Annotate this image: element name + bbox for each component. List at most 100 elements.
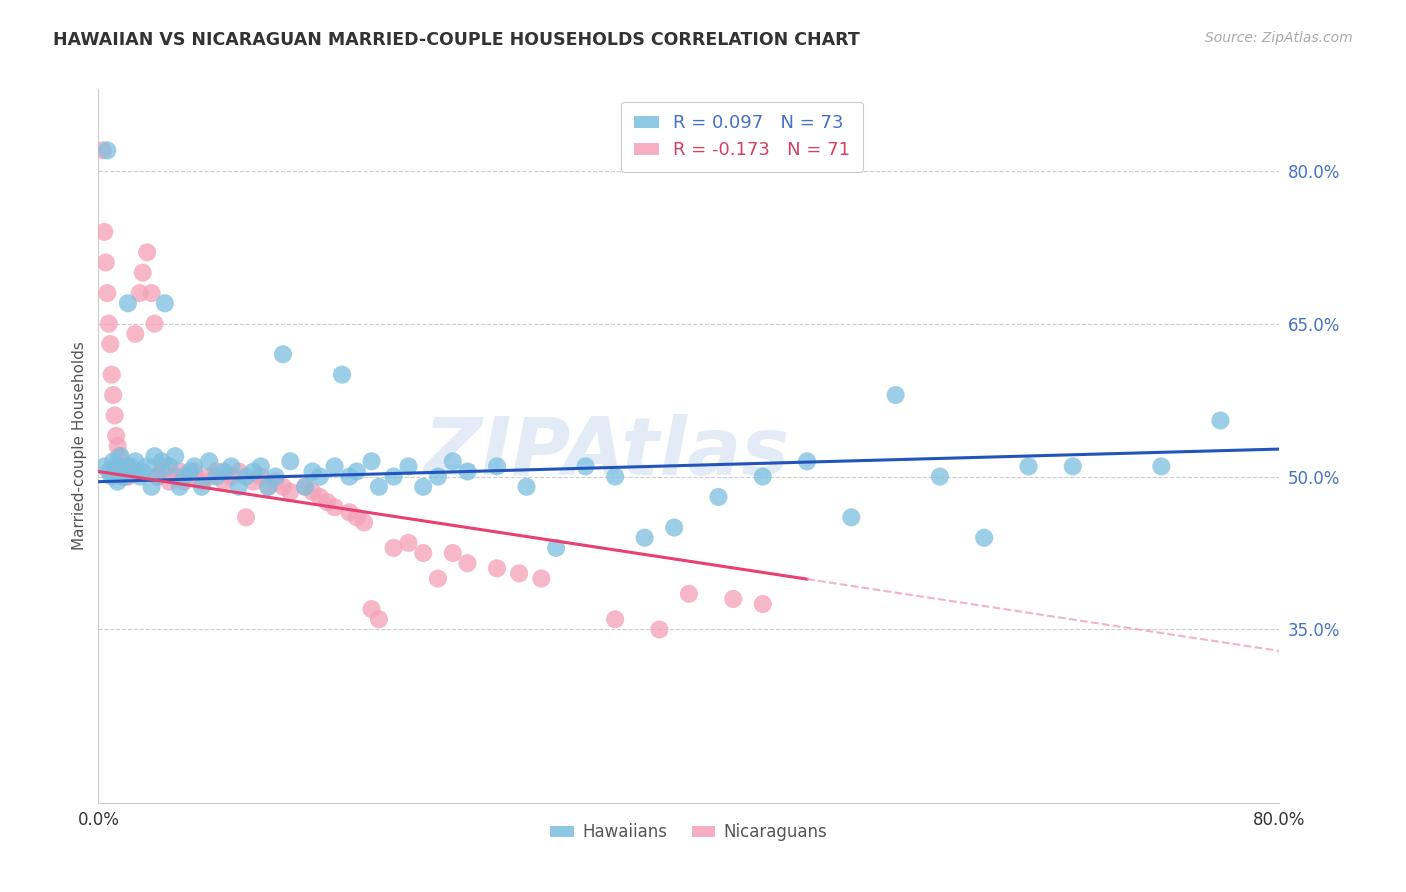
Point [323,500,346,515]
Point [280,484,302,499]
Point [973,531,995,545]
Point [105,429,128,443]
Point [752,597,775,611]
Point [183,465,205,479]
Point [198,469,221,483]
Point [112,469,135,483]
Point [150,465,173,479]
Point [111,469,134,483]
Point [110,459,132,474]
Point [103,388,125,402]
Point [212,475,235,489]
Point [114,465,136,479]
Point [136,245,159,260]
Point [309,490,332,504]
Point [330,368,353,382]
Point [128,469,150,483]
Point [117,469,139,483]
Point [457,556,479,570]
Point [100,469,122,483]
Point [664,520,686,534]
Point [486,459,509,474]
Point [323,459,346,474]
Point [146,469,169,483]
Point [427,469,450,483]
Point [250,469,273,483]
Point [198,454,221,468]
Point [212,465,235,479]
Point [634,531,657,545]
Point [457,465,479,479]
Point [221,459,243,474]
Point [339,505,361,519]
Point [183,459,205,474]
Point [1018,459,1040,474]
Point [146,469,169,483]
Point [346,510,368,524]
Point [242,475,264,489]
Point [91,144,114,158]
Point [132,465,155,479]
Point [508,566,530,581]
Point [115,459,138,474]
Point [104,409,127,423]
Point [111,465,134,479]
Point [301,484,323,499]
Point [169,465,191,479]
Point [153,296,176,310]
Point [114,469,136,483]
Point [110,449,132,463]
Point [242,465,264,479]
Point [441,546,464,560]
Point [179,469,201,483]
Legend: Hawaiians, Nicaraguans: Hawaiians, Nicaraguans [544,817,834,848]
Point [141,480,163,494]
Point [143,449,166,463]
Point [546,541,568,555]
Point [179,465,201,479]
Point [398,459,420,474]
Point [93,225,115,239]
Point [235,510,257,524]
Point [271,347,294,361]
Point [169,480,191,494]
Point [93,459,115,474]
Point [412,480,434,494]
Point [678,587,700,601]
Point [301,465,323,479]
Text: ZIPAtlas: ZIPAtlas [423,414,789,492]
Point [441,454,464,468]
Point [1209,413,1232,427]
Point [353,516,375,530]
Point [294,480,316,494]
Point [264,475,287,489]
Point [575,459,598,474]
Point [368,612,391,626]
Point [257,480,280,494]
Point [221,469,243,483]
Text: Source: ZipAtlas.com: Source: ZipAtlas.com [1205,31,1353,45]
Point [136,459,159,474]
Point [723,591,745,606]
Point [124,326,146,341]
Point [173,469,195,483]
Point [382,469,405,483]
Point [128,286,150,301]
Point [191,475,214,489]
Point [235,469,257,483]
Point [173,475,195,489]
Point [205,465,228,479]
Point [530,572,553,586]
Point [382,541,405,555]
Point [707,490,730,504]
Point [120,465,142,479]
Point [228,465,250,479]
Point [929,469,952,483]
Point [346,465,368,479]
Point [309,469,332,483]
Point [132,266,155,280]
Point [96,286,118,301]
Point [165,449,187,463]
Point [107,439,129,453]
Point [360,454,382,468]
